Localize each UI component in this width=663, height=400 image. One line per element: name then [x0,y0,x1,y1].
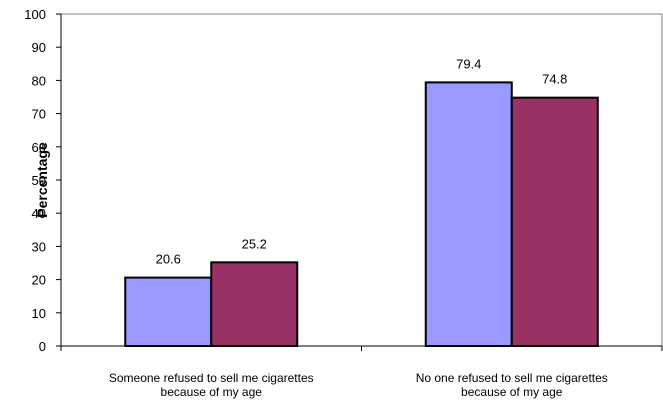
y-tick-label: 100 [24,7,46,22]
x-category-label-line: Someone refused to sell me cigarettes [109,371,314,385]
bars: 20.6 25.2 79.4 74.8 [124,56,599,347]
y-tick-label: 80 [32,73,46,88]
x-category-label: No one refused to sell me cigarettes beca… [416,371,608,399]
x-category-label-line: because of my age [461,385,563,399]
y-tick-label: 30 [32,239,46,254]
y-tick-label: 60 [32,140,46,155]
x-axis: Someone refused to sell me cigarettes bec… [60,346,663,399]
data-label: 79.4 [456,56,481,71]
data-label: 20.6 [156,252,181,267]
y-tick-label: 70 [32,107,46,122]
bar [124,276,213,347]
bar [424,81,513,347]
data-label: 74.8 [542,72,567,87]
bar [210,261,299,347]
bar [510,96,599,347]
y-tick-label: 90 [32,40,46,55]
x-category-label-line: No one refused to sell me cigarettes [416,371,608,385]
y-tick-label: 0 [39,339,46,354]
y-tick-label: 40 [32,206,46,221]
x-category-label-line: because of my age [161,385,263,399]
x-category-label: Someone refused to sell me cigarettes bec… [109,371,314,399]
y-tick-label: 10 [32,306,46,321]
y-tick-label: 50 [32,173,46,188]
y-axis: 0 10 20 30 40 50 60 70 80 90 100 [24,7,61,354]
y-axis-label: Percentage [34,142,50,218]
data-label: 25.2 [242,236,267,251]
y-tick-label: 20 [32,273,46,288]
